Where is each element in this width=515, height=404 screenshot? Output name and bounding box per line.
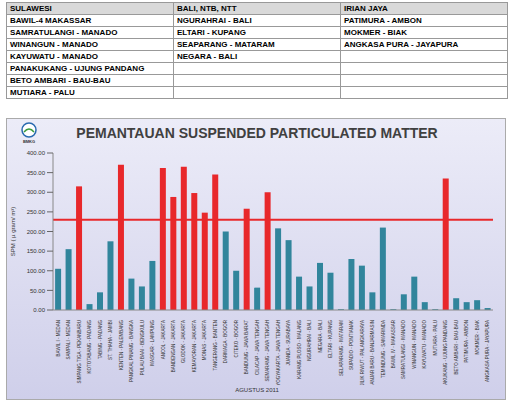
svg-text:PULAU BAAI - BENGKULU: PULAU BAAI - BENGKULU — [140, 320, 145, 375]
svg-text:MOKMER - BIAK: MOKMER - BIAK — [475, 320, 480, 355]
html-text:BAWIL-4 MAKASSAR: BAWIL-4 MAKASSAR — [10, 16, 92, 25]
svg-text:MONAS - JAKARTA: MONAS - JAKARTA — [202, 320, 207, 360]
svg-text:SELAPARANG - MATARAM: SELAPARANG - MATARAM — [339, 320, 344, 376]
svg-text:GLODOK - JAKARTA: GLODOK - JAKARTA — [181, 320, 186, 363]
svg-text:SUPADIO - PONTIANAK: SUPADIO - PONTIANAK — [349, 320, 354, 370]
svg-text:BETO AMBARI - BAU-BAU: BETO AMBARI - BAU-BAU — [454, 320, 459, 374]
html-text:ELTARI - KUPANG: ELTARI - KUPANG — [177, 28, 246, 37]
svg-text:BAWIL I - MEDAN: BAWIL I - MEDAN — [56, 320, 61, 356]
html-text:WINANGUN - MANADO: WINANGUN - MANADO — [10, 40, 98, 49]
svg-text:MUTIARA - PALU: MUTIARA - PALU — [433, 320, 438, 355]
svg-text:BANJAR BARU - BANJARMASIN: BANJAR BARU - BANJARMASIN — [370, 320, 375, 385]
html-text:MOKMER - BIAK: MOKMER - BIAK — [344, 28, 408, 37]
svg-text:CITEKO - BOGOR: CITEKO - BOGOR — [234, 319, 239, 357]
svg-text:PANGKAL PINANG - BANGKA: PANGKAL PINANG - BANGKA — [129, 320, 134, 382]
svg-text:NEGARA - BALI: NEGARA - BALI — [318, 320, 323, 353]
html-text:BMKG: BMKG — [22, 139, 36, 144]
html-text:IRIAN JAYA: IRIAN JAYA — [344, 4, 388, 13]
html-text:NEGARA - BALI: NEGARA - BALI — [177, 52, 238, 61]
svg-text:ST. THAHA - JAMBI: ST. THAHA - JAMBI — [108, 320, 113, 360]
svg-text:TEMINDUNG - SAMARINDA: TEMINDUNG - SAMARINDA — [381, 320, 386, 378]
html-text:SULAWESI: SULAWESI — [10, 4, 52, 13]
svg-text:KOTOTABANG - PADANG: KOTOTABANG - PADANG — [87, 320, 92, 374]
html-text:SEAPARANG - MATARAM: SEAPARANG - MATARAM — [177, 40, 275, 49]
svg-text:300.00: 300.00 — [27, 189, 46, 195]
svg-text:TJILIK RIWUT - PALANGKARAYA: TJILIK RIWUT - PALANGKARAYA — [360, 320, 365, 385]
svg-text:250.00: 250.00 — [27, 209, 46, 215]
svg-text:ELTARI - KUPANG: ELTARI - KUPANG — [328, 320, 333, 358]
svg-text:SPM ( µ gram/ m³): SPM ( µ gram/ m³) — [10, 207, 16, 256]
svg-text:NGURAHRAI - BALI: NGURAHRAI - BALI — [307, 320, 312, 361]
svg-text:ANCOL - JAKARTA: ANCOL - JAKARTA — [161, 320, 166, 359]
html-text:KAYUWATU - MANADO: KAYUWATU - MANADO — [10, 52, 98, 61]
svg-text:KAYUWATU - MANADO: KAYUWATU - MANADO — [422, 320, 427, 369]
svg-text:0.00: 0.00 — [33, 307, 45, 313]
svg-text:200.00: 200.00 — [27, 229, 46, 235]
svg-text:WINANGUN - MANADO: WINANGUN - MANADO — [412, 320, 417, 369]
svg-text:100.00: 100.00 — [27, 268, 46, 274]
svg-text:KEMAYORAN - JAKARTA: KEMAYORAN - JAKARTA — [192, 320, 197, 372]
svg-text:400.00: 400.00 — [27, 150, 46, 156]
svg-text:DARMAGA - BOGOR: DARMAGA - BOGOR — [223, 319, 228, 363]
svg-text:SAMRATULANGI - MANADO: SAMRATULANGI - MANADO — [401, 320, 406, 379]
svg-text:KENTEN - PALEMBANG: KENTEN - PALEMBANG — [119, 320, 124, 370]
svg-text:TANGERANG - BANTEN: TANGERANG - BANTEN — [213, 320, 218, 370]
svg-text:JUANDA - SURABAYA: JUANDA - SURABAYA — [286, 320, 291, 366]
html-text:MUTIARA - PALU: MUTIARA - PALU — [10, 88, 75, 97]
svg-text:BANDENGAN - JAKARTA: BANDENGAN - JAKARTA — [171, 320, 176, 372]
svg-text:SAMPALI - MEDAN: SAMPALI - MEDAN — [66, 320, 71, 359]
svg-text:ANGKASA PURA - JAYAPURA: ANGKASA PURA - JAYAPURA — [485, 320, 490, 382]
svg-text:SEMARANG - JAWA TENGAH: SEMARANG - JAWA TENGAH — [265, 320, 270, 382]
svg-text:BANDUNG - JAWA BARAT: BANDUNG - JAWA BARAT — [244, 320, 249, 375]
svg-text:50.00: 50.00 — [30, 288, 46, 294]
svg-text:TABING - PADANG: TABING - PADANG — [98, 320, 103, 360]
html-text:PEMANTAUAN SUSPENDED PARTICULA: PEMANTAUAN SUSPENDED PARTICULATED MATTER — [76, 125, 438, 141]
html-text:SAMRATULANGI - MANADO: SAMRATULANGI - MANADO — [10, 28, 118, 37]
svg-text:CILACAP - JAWA TENGAH: CILACAP - JAWA TENGAH — [255, 320, 260, 375]
svg-text:SIMPANG TIGA - PEKANBARU: SIMPANG TIGA - PEKANBARU — [77, 320, 82, 384]
svg-text:MASGAR - LAMPUNG: MASGAR - LAMPUNG — [150, 320, 155, 366]
svg-text:BAWIL IV - MAKASSAR: BAWIL IV - MAKASSAR — [391, 319, 396, 368]
html-text:NGURAHRAI - BALI: NGURAHRAI - BALI — [177, 16, 252, 25]
html-text:BALI, NTB, NTT: BALI, NTB, NTT — [177, 4, 237, 13]
svg-text:350.00: 350.00 — [27, 170, 46, 176]
html-text:PANAKUKANG - UJUNG PANDANG: PANAKUKANG - UJUNG PANDANG — [10, 64, 145, 73]
svg-text:PATIMURA - AMBON: PATIMURA - AMBON — [464, 320, 469, 363]
html-text:BETO AMBARI - BAU-BAU: BETO AMBARI - BAU-BAU — [10, 76, 111, 85]
svg-text:150.00: 150.00 — [27, 248, 46, 254]
html-text:ANGKASA PURA - JAYAPURA: ANGKASA PURA - JAYAPURA — [344, 40, 459, 49]
svg-text:KARANG PLOSO - MALANG: KARANG PLOSO - MALANG — [297, 320, 302, 379]
svg-text:YOGYAKARTA - JAWA TENGAH: YOGYAKARTA - JAWA TENGAH — [276, 320, 281, 385]
svg-text:PANAKUKANG - UJUNG PANDANG: PANAKUKANG - UJUNG PANDANG — [443, 320, 448, 385]
html-text:PATIMURA - AMBON: PATIMURA - AMBON — [344, 16, 422, 25]
html-text:AGUSTUS 2011: AGUSTUS 2011 — [235, 387, 279, 393]
